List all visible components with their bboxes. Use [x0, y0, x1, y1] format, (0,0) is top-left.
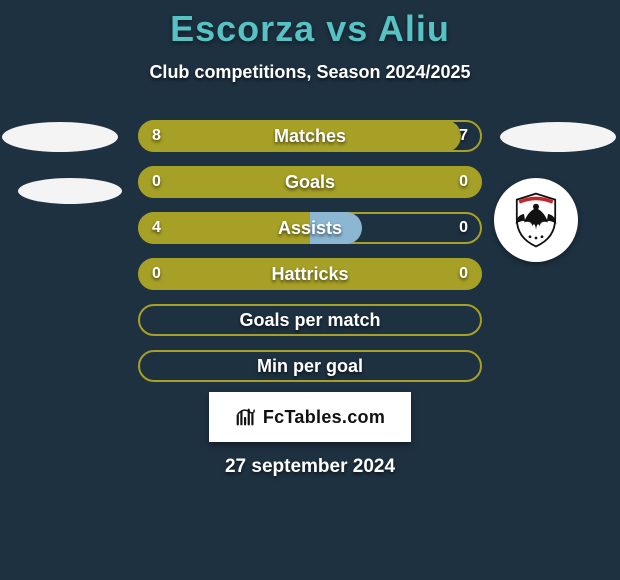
- bar-outline: [138, 350, 482, 382]
- stat-row: Hattricks00: [138, 258, 482, 290]
- source-badge: FcTables.com: [209, 392, 411, 442]
- bar-left-half: [138, 166, 310, 198]
- source-text: FcTables.com: [263, 407, 385, 428]
- date-text: 27 september 2024: [0, 456, 620, 478]
- bar-left-half: [138, 258, 310, 290]
- subtitle: Club competitions, Season 2024/2025: [0, 62, 620, 83]
- bar-left-fill: [138, 166, 310, 198]
- bar-right-half: [310, 258, 482, 290]
- fctables-icon: [235, 406, 257, 428]
- stat-row: Min per goal: [138, 350, 482, 382]
- stats-area: Matches87 Goals00 Assists40 Hattricks00 Goal…: [0, 120, 620, 396]
- bar-left-fill: [138, 258, 310, 290]
- bar-right-half: [310, 212, 482, 244]
- bar-left-fill: [138, 120, 310, 152]
- stat-row: Assists40: [138, 212, 482, 244]
- stat-row: Matches87: [138, 120, 482, 152]
- bar-left-fill: [138, 212, 310, 244]
- bar-right-fill: [310, 166, 482, 198]
- stat-row: Goals00: [138, 166, 482, 198]
- bar-right-half: [310, 120, 482, 152]
- stat-row: Goals per match: [138, 304, 482, 336]
- page-title: Escorza vs Aliu: [0, 0, 620, 50]
- bar-right-fill: [310, 212, 362, 244]
- bar-right-fill: [310, 120, 461, 152]
- bar-left-half: [138, 120, 310, 152]
- bar-right-half: [310, 166, 482, 198]
- bar-right-fill: [310, 258, 482, 290]
- bar-outline: [138, 304, 482, 336]
- bar-left-half: [138, 212, 310, 244]
- comparison-card: Escorza vs Aliu Club competitions, Seaso…: [0, 0, 620, 580]
